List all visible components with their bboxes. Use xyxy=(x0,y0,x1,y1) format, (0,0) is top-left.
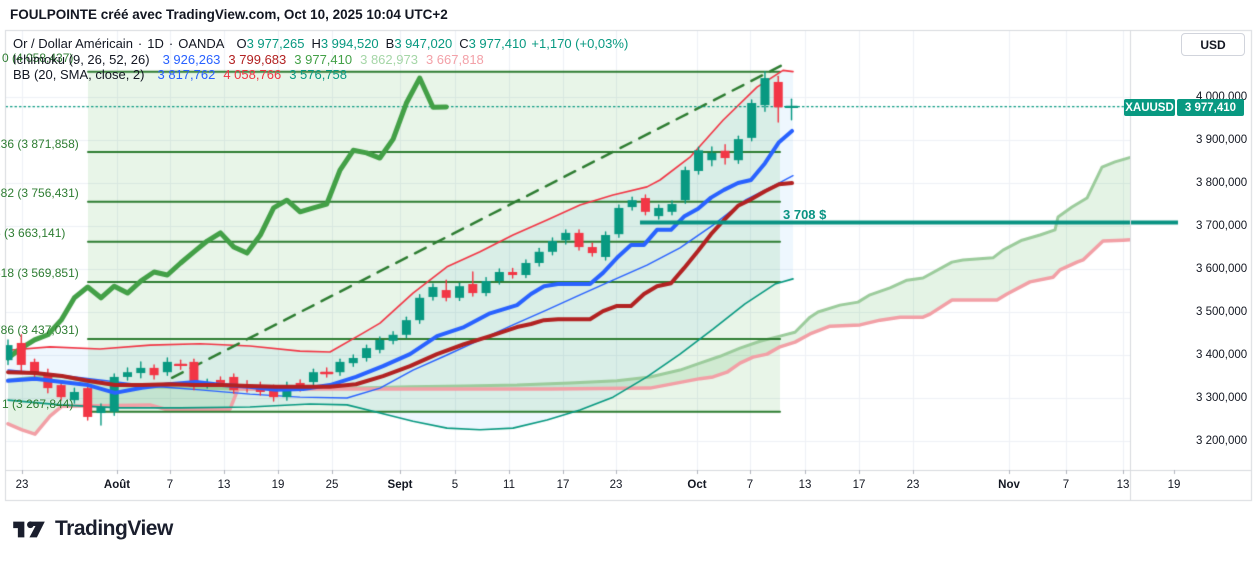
time-axis-label: 7 xyxy=(746,479,754,491)
ichimoku-value: 3 799,683 xyxy=(228,52,287,67)
time-axis-label: 23 xyxy=(15,479,29,491)
price-axis-label: 3 300,000 xyxy=(1196,391,1248,404)
bb-value: 3 817,762 xyxy=(157,67,216,82)
ichimoku-value: 3 977,410 xyxy=(294,52,353,67)
time-axis-label: 25 xyxy=(325,479,339,491)
fib-level-label: 0,236 (3 871,858) xyxy=(0,137,79,151)
time-axis-label: 13 xyxy=(798,479,812,491)
symbol-interval: 1D xyxy=(147,36,164,51)
ohlc-letter: C xyxy=(459,36,469,51)
tradingview-wordmark: TradingView xyxy=(55,517,173,540)
last-price-symbol-badge: XAUUSD xyxy=(1124,99,1175,116)
ohlc-value: 3 994,520 xyxy=(320,36,379,51)
ohlc-value: 3 947,020 xyxy=(394,36,453,51)
ohlc-value: 3 977,265 xyxy=(246,36,305,51)
tradingview-watermark[interactable]: TradingView xyxy=(12,516,173,542)
time-axis-label: 5 xyxy=(451,479,459,491)
price-axis-label: 3 900,000 xyxy=(1196,133,1248,146)
fib-level-label: 0,5 (3 663,141) xyxy=(0,226,66,240)
price-axis-label: 3 800,000 xyxy=(1196,176,1248,189)
bb-value: 3 576,758 xyxy=(289,67,348,82)
time-axis-label: Août xyxy=(103,479,131,491)
tradingview-logo-icon xyxy=(13,521,45,538)
legend-bb-row[interactable]: BB (20, SMA, close, 2) 3 817,762 4 058,76… xyxy=(13,67,347,82)
time-axis-label: 23 xyxy=(906,479,920,491)
time-axis-label: 17 xyxy=(556,479,570,491)
ichimoku-value: 3 667,818 xyxy=(425,52,484,67)
horizontal-line-price-label[interactable]: 3 708 $ xyxy=(783,207,827,222)
time-axis-label: Oct xyxy=(687,479,707,491)
time-axis-label: 13 xyxy=(1116,479,1130,491)
fib-level-label: 1 (3 267,844) xyxy=(2,397,74,411)
price-axis-label: 3 200,000 xyxy=(1196,434,1248,447)
fib-level-label: 0 (4 058,437) xyxy=(2,51,74,65)
time-axis-label: 7 xyxy=(166,479,174,491)
time-axis-label: Nov xyxy=(998,479,1020,491)
time-axis-label: Sept xyxy=(387,479,413,491)
time-axis-label: 17 xyxy=(852,479,866,491)
snapshot-header-title: FOULPOINTE créé avec TradingView.com, Oc… xyxy=(10,7,448,22)
ichimoku-value: 3 926,263 xyxy=(162,52,221,67)
price-axis-label: 3 600,000 xyxy=(1196,262,1248,275)
price-axis-label: 3 400,000 xyxy=(1196,348,1248,361)
ohlc-values: O3 977,265 H3 994,520 B3 947,020 C3 977,410 xyxy=(229,36,526,51)
bb-indicator-name: BB (20, SMA, close, 2) xyxy=(13,67,145,82)
time-axis-label: 19 xyxy=(1167,479,1181,491)
time-axis-label: 7 xyxy=(1062,479,1070,491)
price-axis-label: 3 500,000 xyxy=(1196,305,1248,318)
bb-values: 3 817,762 4 058,766 3 576,758 xyxy=(150,67,348,82)
fib-level-label: 0,618 (3 569,851) xyxy=(0,266,79,280)
ichimoku-value: 3 862,973 xyxy=(360,52,418,67)
ohlc-value: 3 977,410 xyxy=(468,36,527,51)
bb-value: 4 058,766 xyxy=(223,67,282,82)
last-price-value-badge: 3 977,410 xyxy=(1177,99,1244,116)
symbol-exchange: OANDA xyxy=(178,36,225,51)
time-axis-label: 23 xyxy=(609,479,623,491)
currency-toggle-button[interactable]: USD xyxy=(1181,33,1245,56)
fib-level-label: 0,382 (3 756,431) xyxy=(0,186,79,200)
price-change: +1,170 (+0,03%) xyxy=(531,36,629,51)
legend-ichimoku-row[interactable]: Ichimoku (9, 26, 52, 26) 3 926,263 3 799,… xyxy=(13,52,484,67)
fib-level-label: 0,786 (3 437,031) xyxy=(0,323,79,337)
legend-symbol-row[interactable]: Or / Dollar Américain · 1D · OANDA O3 97… xyxy=(13,36,628,51)
legend-separator: · xyxy=(168,36,174,51)
ohlc-letter: H xyxy=(311,36,321,51)
time-axis-label: 19 xyxy=(271,479,285,491)
ichimoku-indicator-name: Ichimoku (9, 26, 52, 26) xyxy=(13,52,150,67)
ohlc-letter: O xyxy=(236,36,247,51)
time-axis-label: 11 xyxy=(503,479,515,491)
ichimoku-values: 3 926,263 3 799,683 3 977,410 3 862,973 3 66… xyxy=(155,52,484,67)
price-axis-label: 3 700,000 xyxy=(1196,219,1248,232)
time-axis-label: 13 xyxy=(217,479,231,491)
ohlc-letter: B xyxy=(385,36,395,51)
symbol-name: Or / Dollar Américain xyxy=(13,36,133,51)
legend-separator: · xyxy=(137,36,143,51)
